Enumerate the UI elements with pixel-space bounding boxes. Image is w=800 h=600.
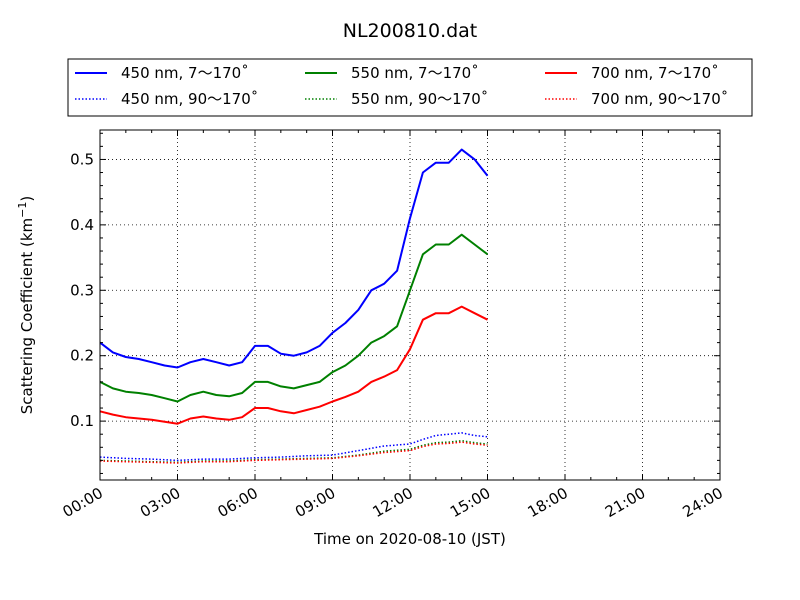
legend-label-5: 550 nm, 90～170˚: [351, 90, 488, 108]
y-axis-label-superscript: −1: [16, 202, 29, 218]
y-tick-label: 0.3: [70, 281, 94, 299]
y-tick-label: 0.1: [70, 412, 94, 430]
legend-label-1: 450 nm, 7～170˚: [121, 64, 249, 82]
legend-label-3: 700 nm, 7～170˚: [591, 64, 719, 82]
series-line-3: [99, 305, 488, 425]
chart-title: NL200810.dat: [343, 20, 478, 42]
legend-label-4: 450 nm, 90～170˚: [121, 90, 258, 108]
series-line-1: [99, 148, 489, 369]
series-line-4: [99, 432, 488, 462]
y-tick-label: 0.2: [70, 347, 94, 365]
y-axis-label-close: ): [18, 196, 36, 202]
series-line-2: [99, 233, 489, 403]
legend-label-6: 700 nm, 90～170˚: [591, 90, 728, 108]
legend-box: [67, 58, 753, 117]
series-line-6: [99, 441, 488, 464]
grid-lines: [100, 130, 720, 480]
y-axis-label: Scattering Coefficient (km−1): [16, 196, 36, 415]
series-lines: [99, 148, 489, 464]
x-axis-label: Time on 2020-08-10 (JST): [313, 530, 506, 548]
y-tick-label: 0.5: [70, 150, 94, 168]
legend: 450 nm, 7～170˚ 550 nm, 7～170˚ 700 nm, 7～17…: [67, 58, 753, 117]
legend-label-2: 550 nm, 7～170˚: [351, 64, 479, 82]
y-tick-label: 0.4: [70, 216, 94, 234]
y-axis-label-main: Scattering Coefficient (km: [18, 218, 36, 414]
